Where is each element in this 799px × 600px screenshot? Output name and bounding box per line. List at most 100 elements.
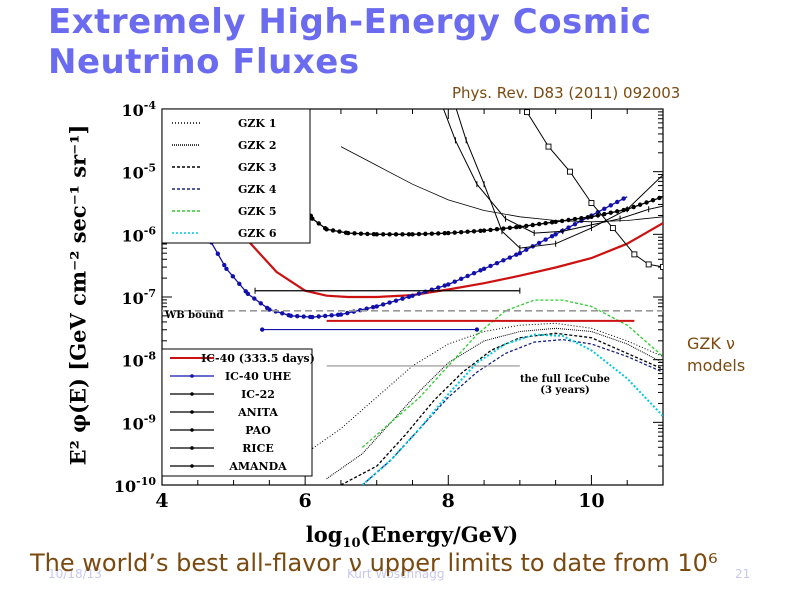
data-point xyxy=(507,255,513,260)
data-point xyxy=(566,225,571,230)
legend-label-ic-22: IC-22 xyxy=(241,388,275,401)
data-point xyxy=(657,195,662,201)
data-point xyxy=(406,294,412,300)
data-point xyxy=(589,214,594,219)
data-point xyxy=(660,263,663,270)
series-gzk-5 xyxy=(361,299,663,448)
series-gzk-3 xyxy=(340,332,663,485)
data-point xyxy=(374,232,379,237)
data-point xyxy=(637,202,643,207)
data-point xyxy=(406,232,412,237)
data-point xyxy=(644,200,649,205)
data-point xyxy=(358,231,364,236)
data-point xyxy=(364,306,369,311)
data-point xyxy=(631,251,638,258)
data-point xyxy=(602,211,607,217)
y-tick-label: 10-5 xyxy=(122,162,157,183)
x-tick-label: 6 xyxy=(299,490,312,512)
legend-label-gzk-4: GZK 4 xyxy=(238,183,277,196)
data-point xyxy=(245,291,251,297)
x-axis-label-rest: (Energy/GeV) xyxy=(360,522,519,547)
data-point xyxy=(446,230,451,236)
journal-reference: Phys. Rev. D83 (2011) 092003 xyxy=(452,84,681,102)
legend-label-ic-40-333-5-days: IC-40 (333.5 days) xyxy=(201,352,315,365)
series-gzk-1 xyxy=(304,322,663,455)
data-point xyxy=(514,252,519,257)
data-point xyxy=(374,304,379,309)
data-point xyxy=(222,262,227,268)
data-point xyxy=(324,227,329,232)
data-point xyxy=(370,305,376,310)
data-point xyxy=(478,268,483,273)
data-point xyxy=(517,250,523,256)
series-amanda xyxy=(340,146,663,223)
data-point xyxy=(572,216,578,222)
data-point xyxy=(237,281,242,287)
data-point xyxy=(549,234,555,239)
data-point xyxy=(614,199,620,205)
data-point xyxy=(567,168,573,175)
series-gzk-6 xyxy=(361,333,663,485)
series-gzk-4 xyxy=(361,338,663,485)
data-point xyxy=(543,237,548,242)
data-point xyxy=(267,307,272,312)
gzk-models-label: GZK ν models xyxy=(687,333,745,377)
x-tick-label: 4 xyxy=(155,490,168,512)
data-point xyxy=(436,231,441,236)
y-tick-label: 10-8 xyxy=(122,350,157,371)
data-point xyxy=(608,203,613,208)
data-point xyxy=(329,313,334,318)
legend-label-gzk-6: GZK 6 xyxy=(238,227,277,240)
data-point xyxy=(481,228,487,233)
slide-title: Extremely High-Energy Cosmic Neutrino Fl… xyxy=(48,2,652,82)
data-point xyxy=(259,103,263,107)
data-point xyxy=(316,221,321,226)
range-amanda-range xyxy=(254,287,521,294)
x-tick-label: 8 xyxy=(442,490,455,512)
data-point xyxy=(446,282,451,287)
data-point xyxy=(442,283,447,288)
series-group-rice xyxy=(524,109,663,270)
data-point xyxy=(631,204,636,210)
series-group-amanda xyxy=(340,146,663,223)
slide-page-number: 21 xyxy=(735,567,751,581)
data-point xyxy=(494,227,500,232)
data-point xyxy=(650,198,656,203)
data-point xyxy=(543,221,548,226)
data-point xyxy=(393,232,399,237)
x-axis-label: log10(Energy/GeV) xyxy=(306,522,518,551)
legend-label-anita: ANITA xyxy=(237,406,278,419)
data-point xyxy=(572,221,578,227)
data-point xyxy=(258,301,263,306)
data-point xyxy=(330,228,336,233)
data-point xyxy=(645,261,652,268)
data-point xyxy=(215,251,221,256)
legend-marker xyxy=(190,446,194,450)
data-point xyxy=(423,231,428,237)
data-point xyxy=(310,216,315,221)
data-point xyxy=(416,291,422,296)
data-point xyxy=(488,263,493,269)
data-point xyxy=(410,232,415,237)
data-point xyxy=(436,285,441,290)
data-point xyxy=(224,266,229,271)
data-point xyxy=(322,313,328,319)
data-point xyxy=(474,327,480,332)
data-point xyxy=(524,223,529,229)
data-point xyxy=(545,143,552,150)
x-axis-label-sub: 10 xyxy=(342,536,361,552)
legend-marker xyxy=(190,374,194,378)
legend-marker xyxy=(190,410,194,414)
data-point xyxy=(481,266,487,271)
footer-statement: The world’s best all-flavor ν upper limi… xyxy=(30,549,718,577)
legend-marker xyxy=(190,464,194,468)
data-point xyxy=(452,279,457,284)
data-point xyxy=(621,196,626,201)
data-point xyxy=(524,247,529,252)
y-axis-label: E² φ(E) [GeV cm⁻² sec⁻¹ sr⁻¹] xyxy=(65,124,91,466)
data-point xyxy=(387,232,392,237)
data-point xyxy=(488,227,493,233)
data-point xyxy=(393,298,399,303)
data-point xyxy=(514,224,519,230)
